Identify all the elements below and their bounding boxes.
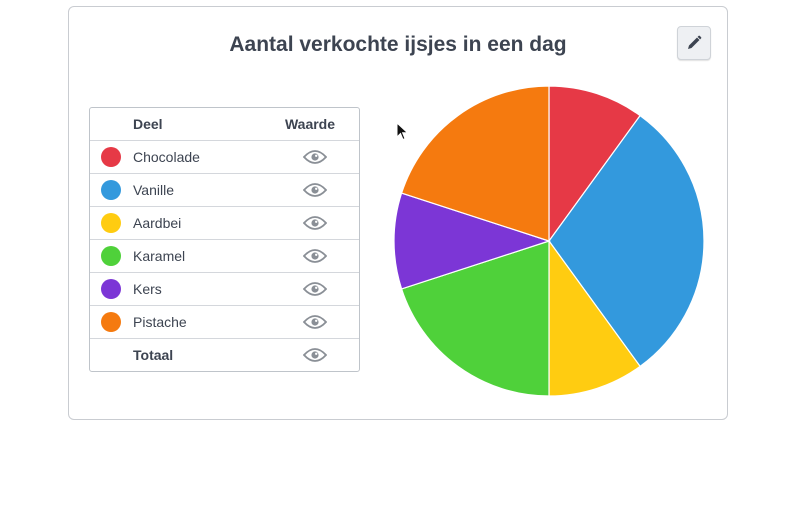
eye-icon[interactable] xyxy=(302,181,328,199)
legend-swatch xyxy=(101,180,121,200)
mouse-cursor-icon xyxy=(396,122,409,141)
legend-swatch xyxy=(101,312,121,332)
legend-row: Kers xyxy=(90,272,359,305)
pie-chart xyxy=(393,85,705,397)
pie-slice-aardbei[interactable] xyxy=(548,239,641,397)
eye-icon[interactable] xyxy=(302,280,328,298)
pie-slice-kers[interactable] xyxy=(393,192,551,290)
edit-button[interactable] xyxy=(677,26,711,60)
eye-icon[interactable] xyxy=(302,214,328,232)
legend-total-label: Totaal xyxy=(133,347,174,363)
legend-swatch xyxy=(101,279,121,299)
legend-swatch xyxy=(101,147,121,167)
legend-header-row: Deel Waarde xyxy=(90,108,359,140)
pie-slice-vanille[interactable] xyxy=(548,114,705,368)
legend-label: Pistache xyxy=(133,314,187,330)
legend-label: Karamel xyxy=(133,248,186,264)
legend-label: Aardbei xyxy=(133,215,182,231)
legend-header-part: Deel xyxy=(133,116,163,132)
legend-header-value: Waarde xyxy=(284,116,336,132)
eye-icon[interactable] xyxy=(302,247,328,265)
pie-slice-karamel[interactable] xyxy=(400,240,550,397)
legend-row: Vanille xyxy=(90,173,359,206)
chart-card: Aantal verkochte ijsjes in een dag Deel … xyxy=(68,6,728,420)
eye-icon[interactable] xyxy=(302,148,328,166)
legend-row: Aardbei xyxy=(90,206,359,239)
legend-total-row: Totaal xyxy=(90,338,359,371)
legend-row: Karamel xyxy=(90,239,359,272)
pencil-icon xyxy=(688,35,702,49)
chart-title: Aantal verkochte ijsjes in een dag xyxy=(229,33,567,56)
legend-swatch xyxy=(101,246,121,266)
eye-icon[interactable] xyxy=(302,346,328,364)
legend-row: Pistache xyxy=(90,305,359,338)
pie-slice-chocolade[interactable] xyxy=(548,85,641,243)
legend-row: Chocolade xyxy=(90,140,359,173)
pie-slice-pistache[interactable] xyxy=(400,85,550,242)
legend-table: Deel Waarde Chocolade Vanille Aardbei Karam… xyxy=(89,107,360,372)
legend-label: Chocolade xyxy=(133,149,200,165)
legend-label: Vanille xyxy=(133,182,174,198)
legend-swatch xyxy=(101,213,121,233)
eye-icon[interactable] xyxy=(302,313,328,331)
legend-label: Kers xyxy=(133,281,162,297)
